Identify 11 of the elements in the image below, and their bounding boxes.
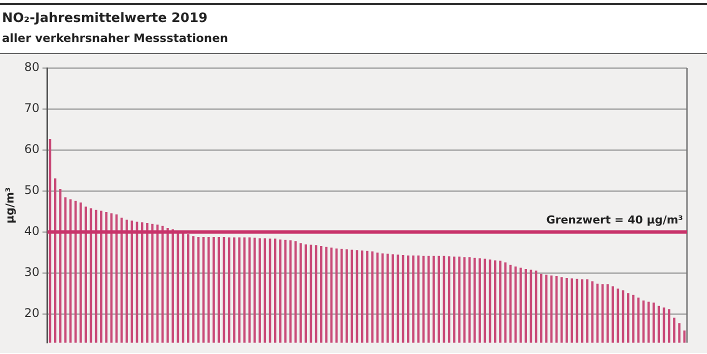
y-tick-label: 20	[24, 306, 40, 320]
ref-line-label: Grenzwert = 40 µg/m³	[546, 213, 684, 226]
y-tick-label: 30	[24, 265, 40, 280]
y-tick-label: 70	[24, 101, 40, 116]
y-tick-label: 50	[24, 183, 40, 198]
y-tick-label: 60	[24, 142, 40, 156]
y-tick-label: 80	[24, 60, 40, 74]
y-axis-title: µg/m³	[3, 187, 16, 224]
chart-subtitle: aller verkehrsnaher Messstationen	[2, 31, 230, 45]
chart-title: NO₂-Jahresmittelwerte 2019	[2, 11, 209, 26]
y-tick-label: 40	[24, 224, 40, 238]
